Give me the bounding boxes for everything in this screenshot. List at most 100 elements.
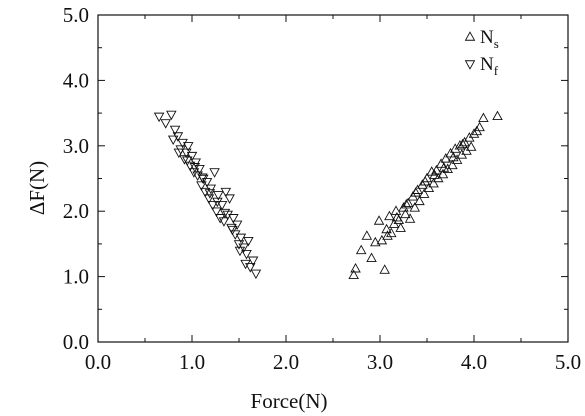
data-point — [186, 151, 198, 162]
y-tick-label: 5.0 — [63, 3, 89, 27]
data-point — [169, 125, 181, 136]
data-point — [211, 207, 222, 217]
data-point — [219, 208, 231, 219]
legend-marker — [464, 31, 476, 41]
data-point — [418, 188, 430, 198]
data-point — [179, 155, 190, 165]
data-point — [348, 269, 359, 279]
data-point — [457, 138, 468, 149]
x-tick-label: 5.0 — [555, 350, 581, 374]
y-tick-label: 1.0 — [63, 265, 89, 289]
data-point — [209, 168, 220, 178]
data-point — [234, 246, 246, 257]
data-point — [240, 259, 251, 270]
x-tick-label: 4.0 — [461, 350, 487, 374]
tick-labels: 0.0 1.0 2.0 3.0 4.0 5.0 0.0 1.0 2.0 3.0 4.0 5.0 — [63, 3, 581, 374]
y-axis-label: ΔF(N) — [25, 161, 49, 215]
x-tick-label: 3.0 — [367, 350, 393, 374]
data-point — [366, 252, 377, 262]
data-point — [197, 173, 208, 183]
y-tick-label: 0.0 — [63, 330, 89, 354]
data-point — [167, 135, 179, 146]
data-point — [182, 156, 193, 166]
data-point — [373, 215, 385, 225]
data-point — [409, 202, 421, 212]
data-point — [205, 184, 217, 195]
data-point — [213, 191, 224, 201]
data-point — [245, 263, 256, 273]
data-point — [220, 187, 232, 198]
data-point — [238, 243, 249, 253]
data-point — [382, 230, 393, 240]
series-ns — [348, 110, 503, 279]
data-point — [196, 181, 207, 191]
data-point — [214, 214, 226, 224]
data-point — [216, 200, 228, 211]
x-tick-label: 1.0 — [179, 350, 205, 374]
x-tick-label: 2.0 — [273, 350, 299, 374]
data-point — [438, 162, 450, 172]
data-point — [395, 222, 406, 232]
data-point — [177, 138, 188, 149]
data-point — [417, 179, 428, 189]
data-point — [492, 110, 503, 121]
data-point — [404, 213, 416, 223]
data-point — [398, 202, 409, 212]
data-point — [181, 148, 192, 159]
data-point — [474, 121, 485, 132]
data-point — [451, 154, 463, 164]
series-nf — [153, 110, 262, 280]
data-point — [448, 151, 459, 162]
data-point — [182, 142, 194, 152]
data-point — [419, 175, 431, 186]
data-point — [459, 136, 470, 147]
data-point — [199, 187, 211, 198]
data-point — [350, 262, 361, 273]
data-point — [468, 128, 480, 138]
legend-label: Ns — [480, 27, 499, 51]
data-point — [250, 269, 262, 280]
data-point — [194, 164, 205, 175]
data-point — [247, 256, 259, 267]
data-point — [190, 158, 202, 168]
data-point — [166, 110, 177, 121]
x-tick-label: 0.0 — [85, 350, 111, 374]
data-point — [400, 208, 411, 219]
data-point — [227, 225, 238, 236]
data-point — [437, 168, 449, 179]
data-point — [376, 234, 388, 245]
data-point — [465, 141, 477, 151]
data-point — [414, 195, 425, 206]
data-point — [243, 236, 254, 247]
data-point — [233, 240, 245, 250]
data-point — [172, 132, 184, 142]
data-point — [184, 161, 196, 172]
data-point — [429, 169, 440, 179]
data-point — [361, 230, 373, 240]
data-point — [386, 227, 397, 238]
data-point — [384, 210, 395, 221]
data-point — [203, 194, 215, 204]
data-point — [153, 112, 165, 123]
data-point — [235, 233, 247, 244]
data-point — [212, 197, 223, 208]
data-point — [410, 187, 421, 197]
data-point — [391, 211, 403, 222]
data-point — [207, 200, 218, 211]
data-point — [228, 214, 239, 224]
legend-marker — [464, 60, 476, 70]
legend-label: Nf — [480, 54, 499, 78]
axis-ticks — [97, 14, 569, 343]
data-point — [229, 230, 241, 240]
data-point — [447, 159, 458, 170]
data-point — [478, 112, 489, 123]
data-point — [428, 177, 439, 188]
data-points — [153, 110, 503, 280]
y-tick-label: 4.0 — [63, 68, 89, 92]
data-point — [370, 236, 381, 247]
data-point — [402, 197, 414, 208]
data-point — [160, 119, 171, 129]
data-point — [231, 220, 243, 231]
data-point — [173, 148, 185, 159]
